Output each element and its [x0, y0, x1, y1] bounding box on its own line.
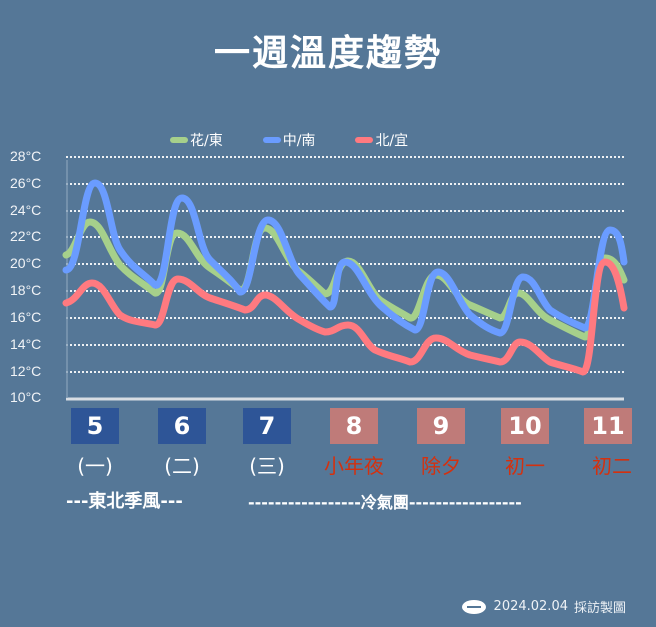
day-box-6: 6	[158, 408, 206, 444]
y-tick-label: 10°C	[10, 389, 42, 405]
legend-label: 北/宜	[375, 133, 409, 149]
day-box-10: 10	[501, 408, 549, 444]
day-label-chuyi: 初一	[505, 454, 545, 478]
day-label-wed: (三)	[249, 454, 285, 478]
day-box-11: 11	[584, 408, 632, 444]
y-tick-label: 12°C	[10, 363, 42, 379]
y-tick-label: 26°C	[10, 175, 42, 191]
y-tick-label: 18°C	[10, 282, 42, 298]
day-box-8: 8	[330, 408, 378, 444]
day-label-chuer: 初二	[592, 454, 632, 478]
series-line-red	[62, 258, 628, 376]
y-tick-label: 28°C	[10, 148, 42, 164]
y-tick-label: 20°C	[10, 255, 42, 271]
y-tick-label: 14°C	[10, 336, 42, 352]
legend-swatch-blue	[262, 137, 281, 143]
legend-swatch-red	[355, 137, 374, 143]
legend-item-north-yilan: 北/宜	[355, 130, 408, 150]
legend-swatch-green	[170, 137, 188, 143]
footer-credit: 採訪製圖	[573, 601, 626, 616]
day-box-9: 9	[417, 408, 465, 444]
phase-northeast-monsoon: ---東北季風---	[66, 491, 183, 512]
legend-item-hualien-taitung: 花/東	[170, 130, 223, 150]
day-box-7: 7	[243, 408, 291, 444]
y-tick-label: 16°C	[10, 309, 42, 325]
day-box-5: 5	[71, 408, 119, 444]
gridlines	[66, 156, 624, 373]
series-line-blue	[62, 179, 628, 337]
phase-cold-air-mass: -----------------冷氣團-----------------	[248, 493, 522, 512]
agency-logo-icon	[461, 599, 486, 614]
day-label-mon: (一)	[77, 454, 113, 478]
page-title: 一週溫度趨勢	[213, 33, 442, 74]
footer: 2024.02.04 採訪製圖	[461, 597, 626, 616]
legend: 花/東 中/南 北/宜	[170, 130, 408, 150]
day-label-chuxi: 除夕	[421, 454, 461, 478]
y-tick-label: 24°C	[10, 202, 42, 218]
day-label-xiaonianye: 小年夜	[324, 454, 384, 478]
day-label-tue: (二)	[164, 454, 200, 478]
legend-label: 中/南	[282, 133, 316, 149]
legend-label: 花/東	[190, 133, 223, 149]
legend-item-central-south: 中/南	[262, 130, 316, 150]
y-tick-label: 22°C	[10, 228, 42, 244]
footer-date: 2024.02.04	[493, 599, 568, 614]
